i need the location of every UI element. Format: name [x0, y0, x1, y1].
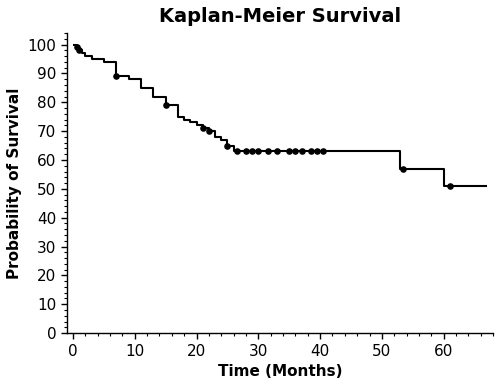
Point	[112, 73, 120, 80]
Point	[273, 148, 281, 154]
Y-axis label: Probability of Survival: Probability of Survival	[7, 87, 22, 279]
Point	[446, 183, 454, 189]
Point	[198, 125, 206, 131]
X-axis label: Time (Months): Time (Months)	[218, 364, 342, 379]
Point	[72, 44, 80, 51]
Point	[248, 148, 256, 154]
Point	[264, 148, 272, 154]
Point	[319, 148, 327, 154]
Point	[400, 166, 407, 172]
Point	[232, 148, 240, 154]
Point	[292, 148, 300, 154]
Point	[298, 148, 306, 154]
Point	[224, 142, 232, 149]
Point	[307, 148, 315, 154]
Point	[313, 148, 321, 154]
Title: Kaplan-Meier Survival: Kaplan-Meier Survival	[159, 7, 401, 26]
Point	[162, 102, 170, 108]
Point	[254, 148, 262, 154]
Point	[242, 148, 250, 154]
Point	[205, 128, 213, 134]
Point	[285, 148, 293, 154]
Point	[75, 47, 83, 53]
